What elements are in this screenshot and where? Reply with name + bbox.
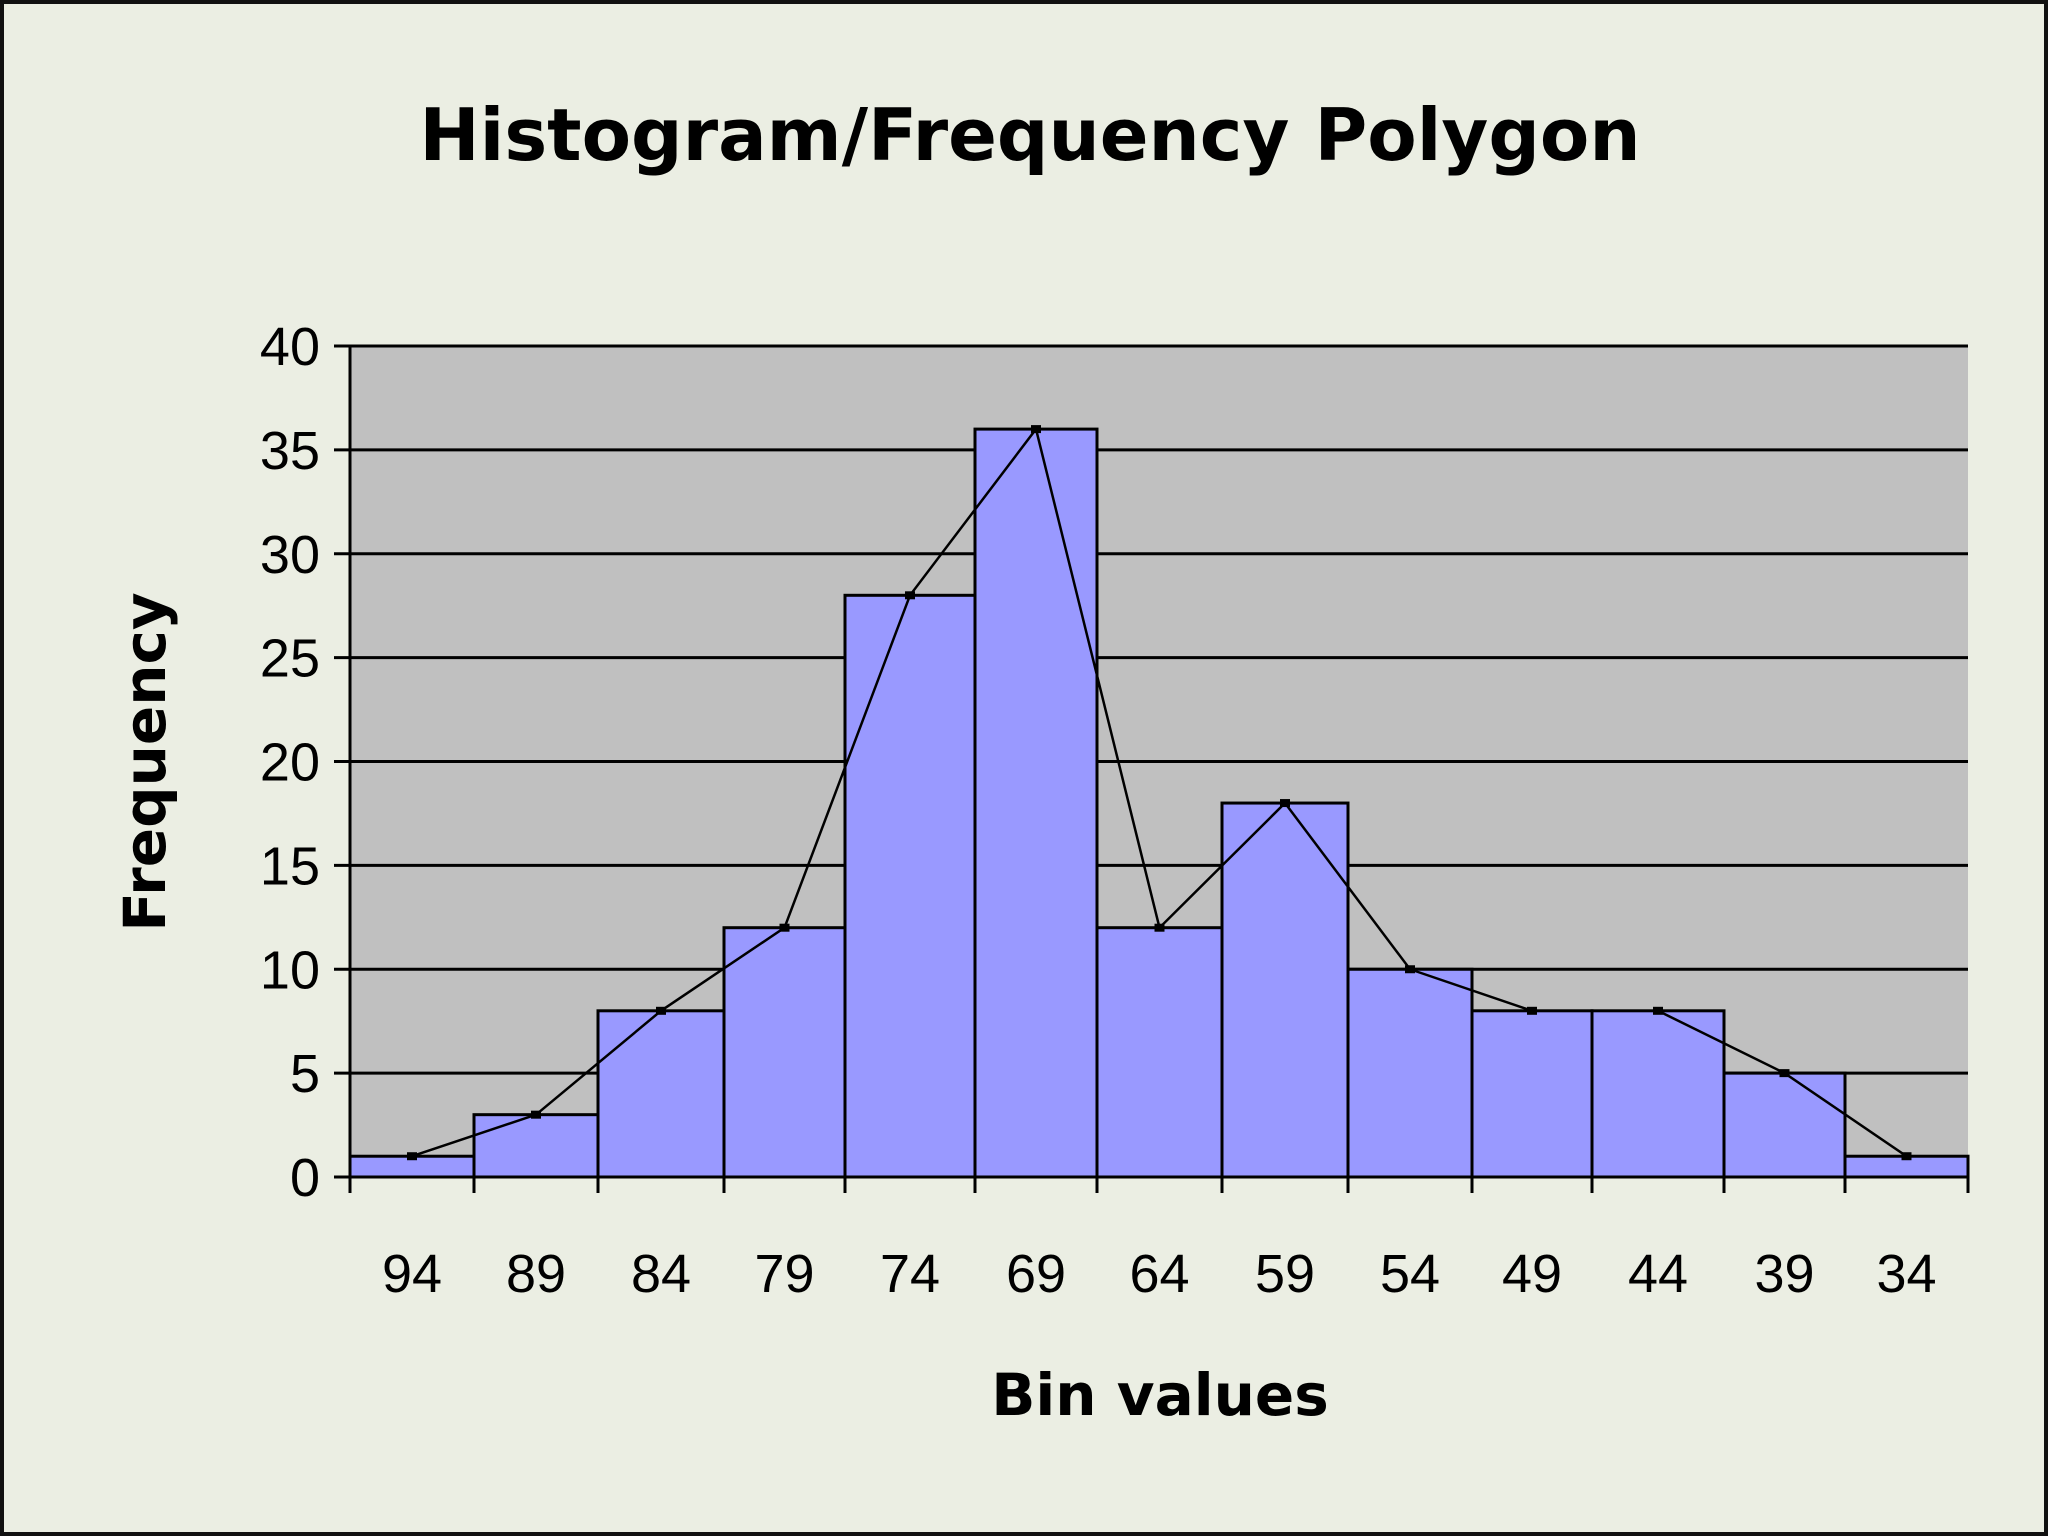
y-tick-label: 35 bbox=[260, 421, 320, 481]
y-tick-label: 40 bbox=[260, 317, 320, 377]
histogram-bar bbox=[1470, 1009, 1594, 1179]
x-tick-label: 69 bbox=[1006, 1244, 1066, 1304]
polygon-point bbox=[1901, 1152, 1912, 1161]
polygon-point bbox=[1031, 425, 1041, 434]
x-tick-label: 94 bbox=[382, 1244, 442, 1304]
x-tick-label: 34 bbox=[1876, 1244, 1936, 1304]
polygon-point bbox=[1779, 1069, 1790, 1078]
histogram-bar bbox=[596, 1009, 726, 1179]
polygon-point bbox=[407, 1152, 417, 1161]
polygon-point bbox=[1280, 799, 1290, 808]
histogram-bar bbox=[1095, 926, 1224, 1179]
x-tick-label: 74 bbox=[880, 1244, 940, 1304]
x-tick-label: 49 bbox=[1502, 1244, 1562, 1304]
polygon-point bbox=[905, 591, 915, 600]
histogram-bar bbox=[843, 593, 977, 1179]
histogram-bar bbox=[722, 926, 847, 1179]
x-tick-label: 84 bbox=[631, 1244, 691, 1304]
chart-title: Histogram/Frequency Polygon bbox=[419, 93, 1640, 177]
y-tick-label: 5 bbox=[290, 1044, 320, 1104]
x-tick-label: 89 bbox=[506, 1244, 566, 1304]
x-tick-label: 39 bbox=[1754, 1244, 1814, 1304]
x-tick-label: 54 bbox=[1380, 1244, 1440, 1304]
y-axis-title: Frequency bbox=[111, 592, 179, 931]
x-tick-label: 44 bbox=[1628, 1244, 1688, 1304]
polygon-point bbox=[1527, 1006, 1537, 1015]
y-tick-label: 20 bbox=[260, 733, 320, 793]
polygon-point bbox=[531, 1110, 541, 1119]
polygon-point bbox=[656, 1006, 666, 1015]
polygon-point bbox=[1405, 965, 1415, 974]
polygon-point bbox=[1653, 1006, 1663, 1015]
histogram-bar bbox=[1590, 1009, 1726, 1179]
x-axis-title: Bin values bbox=[991, 1361, 1329, 1429]
polygon-point bbox=[1154, 923, 1165, 932]
histogram-bar bbox=[472, 1113, 600, 1179]
histogram-bar bbox=[1346, 967, 1474, 1179]
histogram-bar bbox=[1220, 801, 1350, 1179]
y-tick-label: 15 bbox=[260, 836, 320, 896]
polygon-point bbox=[779, 923, 790, 932]
x-tick-label: 79 bbox=[754, 1244, 814, 1304]
x-tick-label: 64 bbox=[1129, 1244, 1189, 1304]
y-tick-label: 10 bbox=[260, 940, 320, 1000]
histogram-bar bbox=[1722, 1071, 1847, 1179]
y-tick-label: 25 bbox=[260, 629, 320, 689]
y-tick-label: 0 bbox=[290, 1148, 320, 1208]
histogram-bar bbox=[973, 427, 1099, 1179]
y-tick-label: 30 bbox=[260, 525, 320, 585]
x-tick-label: 59 bbox=[1255, 1244, 1315, 1304]
